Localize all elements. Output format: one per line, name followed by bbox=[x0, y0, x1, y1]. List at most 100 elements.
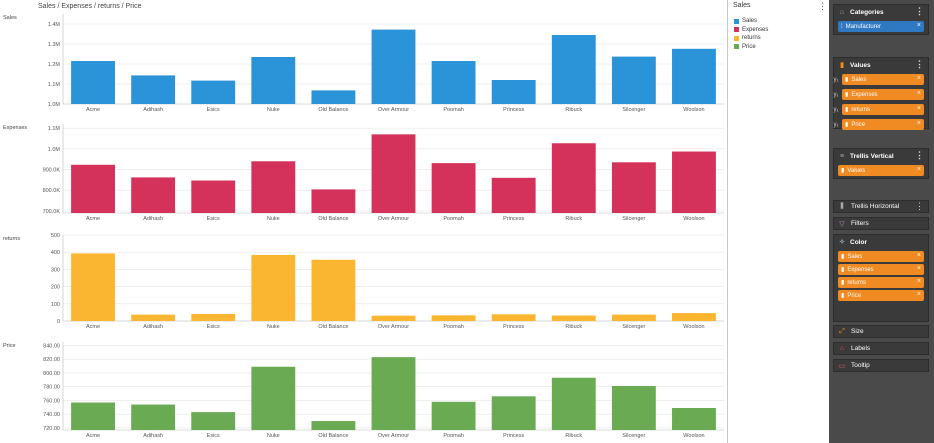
bar[interactable] bbox=[71, 253, 115, 321]
labels-item[interactable]: ⌂ Labels bbox=[833, 342, 929, 355]
bar[interactable] bbox=[551, 315, 596, 321]
bar[interactable] bbox=[311, 189, 356, 213]
value-pill-expenses[interactable]: ▮ Expenses × bbox=[842, 89, 924, 100]
bar[interactable] bbox=[131, 404, 176, 430]
bar[interactable] bbox=[611, 162, 656, 213]
value-pill-price[interactable]: ▮ Price × bbox=[842, 119, 924, 130]
bar[interactable] bbox=[371, 315, 416, 321]
bar[interactable] bbox=[191, 80, 236, 104]
trellis-vertical-panel: ≡ Trellis Vertical ⋮ ▮ Values × bbox=[833, 148, 929, 179]
filters-item[interactable]: ▽ Filters bbox=[833, 217, 929, 230]
legend-list: Sales Expenses returns Price bbox=[734, 17, 768, 51]
y-tick-label: 1.4M bbox=[48, 22, 61, 28]
remove-icon[interactable]: × bbox=[916, 90, 921, 97]
bar[interactable] bbox=[431, 401, 476, 430]
x-tick-label: Silcenger bbox=[622, 433, 645, 439]
categories-menu-icon[interactable]: ⋮ bbox=[915, 6, 924, 16]
values-header[interactable]: ▮ Values ⋮ bbox=[834, 58, 928, 72]
remove-icon[interactable]: × bbox=[916, 105, 921, 112]
value-pill-sales[interactable]: ▮ Sales × bbox=[842, 74, 924, 85]
bar[interactable] bbox=[191, 313, 236, 321]
bar[interactable] bbox=[191, 180, 236, 213]
bar[interactable] bbox=[611, 314, 656, 321]
bar[interactable] bbox=[251, 161, 296, 213]
measure-icon: ▮ bbox=[845, 77, 849, 83]
trellis-values-pill[interactable]: ▮ Values × bbox=[838, 165, 924, 176]
bar[interactable] bbox=[491, 396, 536, 430]
bar[interactable] bbox=[672, 151, 716, 213]
tooltip-item[interactable]: ▭ Tooltip bbox=[833, 359, 929, 372]
legend-item-sales[interactable]: Sales bbox=[734, 17, 768, 26]
y-tick-label: 300 bbox=[51, 267, 60, 273]
x-tick-label: Adihash bbox=[143, 216, 163, 222]
bar[interactable] bbox=[431, 61, 476, 104]
bar[interactable] bbox=[191, 412, 236, 430]
bar[interactable] bbox=[311, 90, 356, 104]
bar[interactable] bbox=[311, 421, 356, 430]
size-item[interactable]: ⤢ Size bbox=[833, 325, 929, 338]
value-row: y₁ ▮ Expenses × bbox=[833, 87, 928, 102]
bar[interactable] bbox=[251, 366, 296, 430]
bar[interactable] bbox=[371, 29, 416, 105]
chart-area: Sales / Expenses / returns / Price Sales… bbox=[3, 0, 728, 443]
x-tick-label: Poomah bbox=[443, 216, 464, 222]
bar[interactable] bbox=[431, 163, 476, 213]
y-tick-label: 1.0M bbox=[48, 102, 61, 108]
bar[interactable] bbox=[491, 177, 536, 213]
bar[interactable] bbox=[131, 75, 176, 104]
trellis-horizontal-item[interactable]: ⫼ Trellis Horizontal ⋮ bbox=[833, 200, 929, 213]
x-tick-label: Ribuck bbox=[565, 324, 582, 330]
legend-item-expenses[interactable]: Expenses bbox=[734, 26, 768, 35]
bar[interactable] bbox=[131, 177, 176, 213]
bar[interactable] bbox=[672, 48, 716, 104]
bar[interactable] bbox=[672, 313, 716, 321]
bar[interactable] bbox=[551, 35, 596, 104]
bar[interactable] bbox=[251, 254, 296, 321]
remove-icon[interactable]: × bbox=[916, 166, 921, 173]
color-pill-returns[interactable]: ▮ returns × bbox=[838, 277, 924, 288]
remove-icon[interactable]: × bbox=[916, 252, 921, 259]
bar[interactable] bbox=[611, 56, 656, 104]
trellis-vertical-menu-icon[interactable]: ⋮ bbox=[915, 150, 924, 160]
color-pill-expenses[interactable]: ▮ Expenses × bbox=[838, 264, 924, 275]
bar[interactable] bbox=[371, 134, 416, 213]
bar[interactable] bbox=[311, 259, 356, 321]
bar[interactable] bbox=[251, 57, 296, 104]
remove-icon[interactable]: × bbox=[916, 120, 921, 127]
bar[interactable] bbox=[71, 402, 115, 431]
bar[interactable] bbox=[672, 408, 716, 430]
x-tick-label: Princess bbox=[503, 216, 524, 222]
remove-icon[interactable]: × bbox=[916, 265, 921, 272]
trellis-horizontal-menu-icon[interactable]: ⋮ bbox=[915, 201, 924, 211]
remove-icon[interactable]: × bbox=[916, 22, 921, 29]
bar[interactable] bbox=[611, 386, 656, 430]
trellis-vertical-header[interactable]: ≡ Trellis Vertical ⋮ bbox=[839, 150, 924, 160]
value-pill-returns[interactable]: ▮ returns × bbox=[842, 104, 924, 115]
manufacturer-pill[interactable]: ⁞ Manufacturer × bbox=[838, 21, 924, 32]
color-pill-sales[interactable]: ▮ Sales × bbox=[838, 251, 924, 262]
bar[interactable] bbox=[491, 80, 536, 104]
values-menu-icon[interactable]: ⋮ bbox=[915, 59, 924, 69]
bar[interactable] bbox=[71, 164, 115, 213]
remove-icon[interactable]: × bbox=[916, 278, 921, 285]
color-icon: ✧ bbox=[839, 239, 845, 246]
y-tick-label: 700.0K bbox=[43, 209, 61, 215]
fields-sidebar: ⌂ Categories ⋮ ⁞ Manufacturer × ▮ Values… bbox=[829, 0, 934, 443]
remove-icon[interactable]: × bbox=[916, 291, 921, 298]
legend-item-price[interactable]: Price bbox=[734, 43, 768, 52]
remove-icon[interactable]: × bbox=[916, 75, 921, 82]
color-pill-price[interactable]: ▮ Price × bbox=[838, 290, 924, 301]
legend-menu-icon[interactable]: ⋮ bbox=[818, 1, 827, 11]
categories-header[interactable]: ⌂ Categories ⋮ bbox=[839, 6, 924, 16]
bar[interactable] bbox=[551, 143, 596, 213]
bar[interactable] bbox=[491, 314, 536, 321]
tooltip-icon: ▭ bbox=[838, 362, 846, 370]
bar[interactable] bbox=[371, 357, 416, 430]
legend-item-returns[interactable]: returns bbox=[734, 34, 768, 43]
x-tick-label: Poomah bbox=[443, 324, 464, 330]
bar[interactable] bbox=[431, 315, 476, 321]
bar[interactable] bbox=[131, 314, 176, 321]
bar[interactable] bbox=[71, 61, 115, 104]
color-header[interactable]: ✧ Color bbox=[839, 238, 867, 247]
bar[interactable] bbox=[551, 377, 596, 430]
